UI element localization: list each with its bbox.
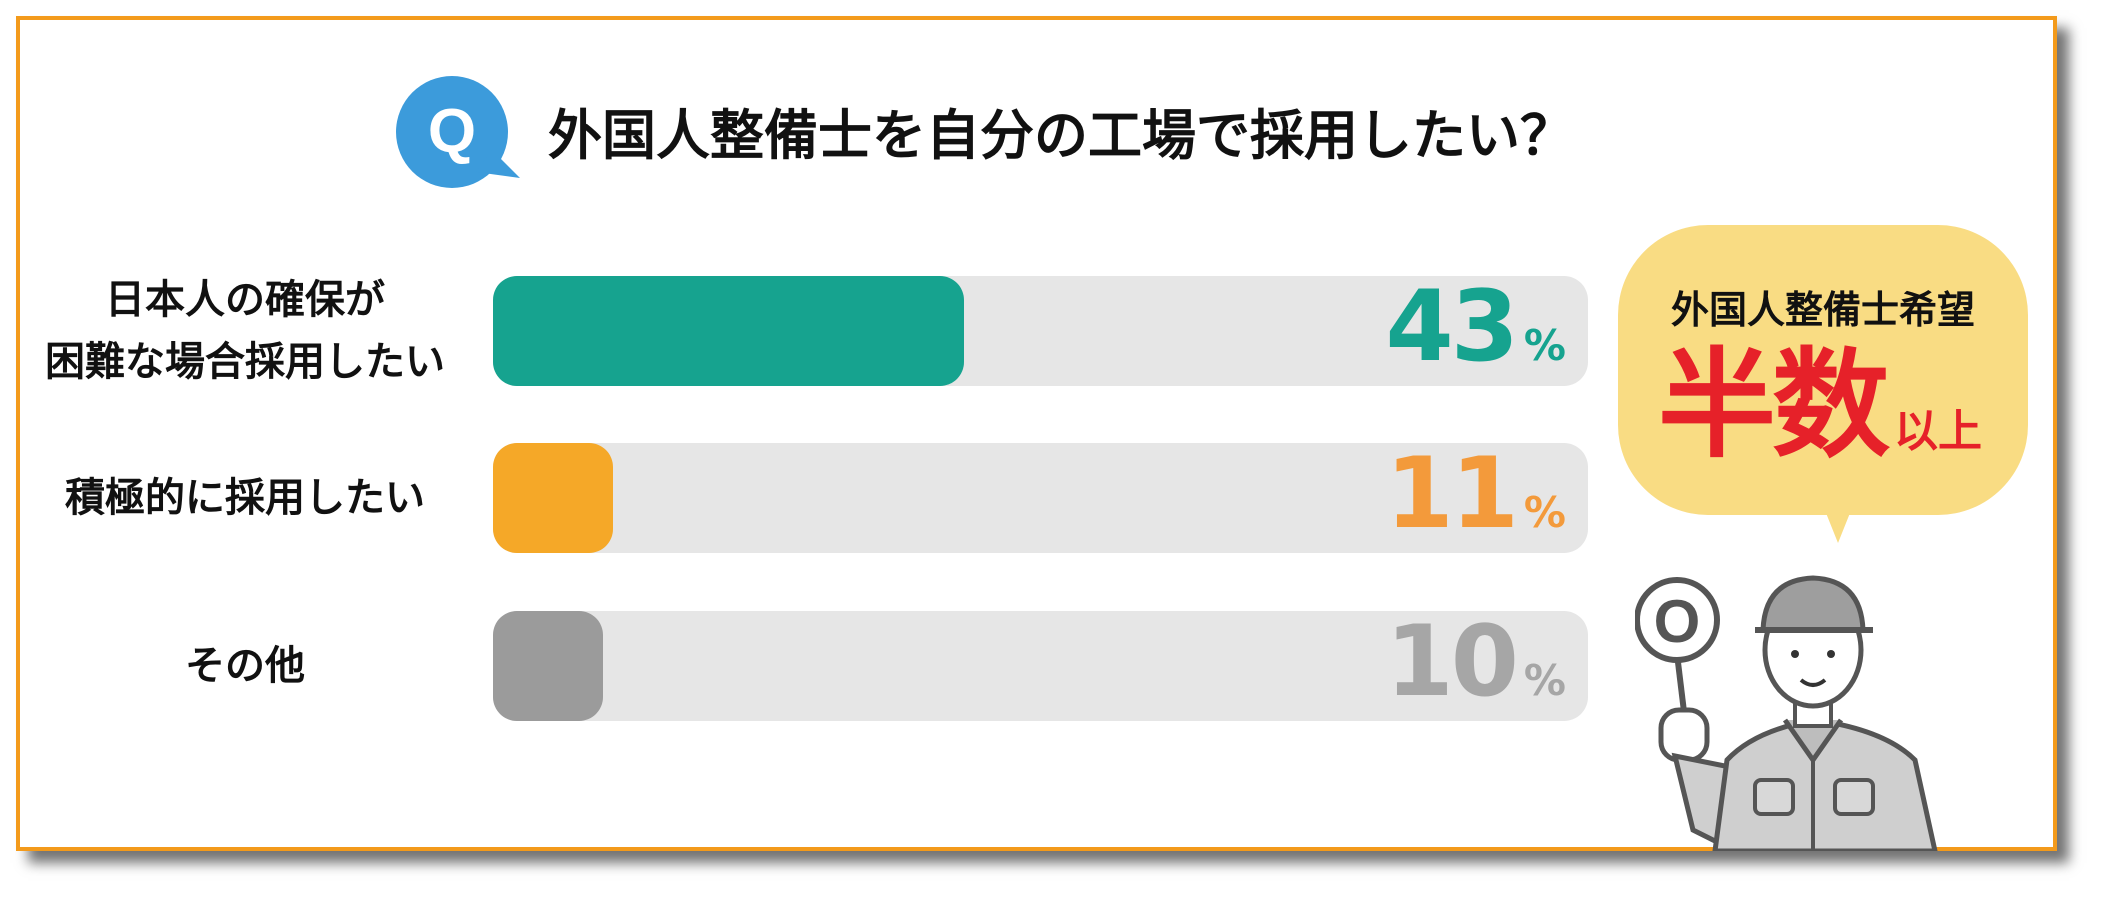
sign-letter: O — [1654, 588, 1701, 655]
callout-heading: 外国人整備士希望 — [1670, 288, 1975, 332]
category-label-line: 積極的に採用したい — [65, 475, 425, 521]
value-number: 43 — [1385, 270, 1519, 384]
value-number: 10 — [1385, 605, 1519, 719]
q-badge-letter: Q — [428, 97, 476, 166]
value-label: 43% — [1386, 272, 1566, 382]
bar-track: 11% — [493, 439, 1588, 553]
bar-track: 10% — [493, 607, 1588, 721]
value-unit: % — [1523, 488, 1566, 537]
callout-main: 半数 以上 — [1658, 335, 1982, 475]
category-label-line: その他 — [185, 643, 305, 689]
bar — [493, 276, 964, 386]
category-label: 積極的に採用したい — [20, 467, 470, 529]
mechanic-illustration-icon: O — [1635, 575, 1938, 851]
bar — [493, 611, 603, 721]
bubble-tail — [1826, 513, 1850, 543]
bar — [493, 443, 613, 553]
q-badge-icon: Q — [396, 76, 520, 188]
category-label: その他 — [20, 635, 470, 697]
bar-track: 43% — [493, 272, 1588, 386]
category-label-line: 困難な場合採用したい — [45, 339, 445, 385]
callout-bubble: 外国人整備士希望 半数 以上 — [1618, 225, 2028, 545]
value-label: 11% — [1386, 439, 1566, 549]
speech-bubble-icon — [1618, 225, 2028, 543]
bubble-body — [1618, 225, 2028, 515]
value-number: 11 — [1385, 437, 1519, 551]
category-label-line: 日本人の確保が — [105, 277, 385, 323]
category-label: 日本人の確保が困難な場合採用したい — [20, 269, 470, 393]
value-unit: % — [1523, 321, 1566, 370]
value-unit: % — [1523, 656, 1566, 705]
chart-title: 外国人整備士を自分の工場で採用したい？ — [548, 104, 1574, 167]
callout-main-text: 半数 — [1658, 336, 1890, 474]
callout-suffix: 以上 — [1894, 406, 1983, 457]
value-label: 10% — [1386, 607, 1566, 717]
